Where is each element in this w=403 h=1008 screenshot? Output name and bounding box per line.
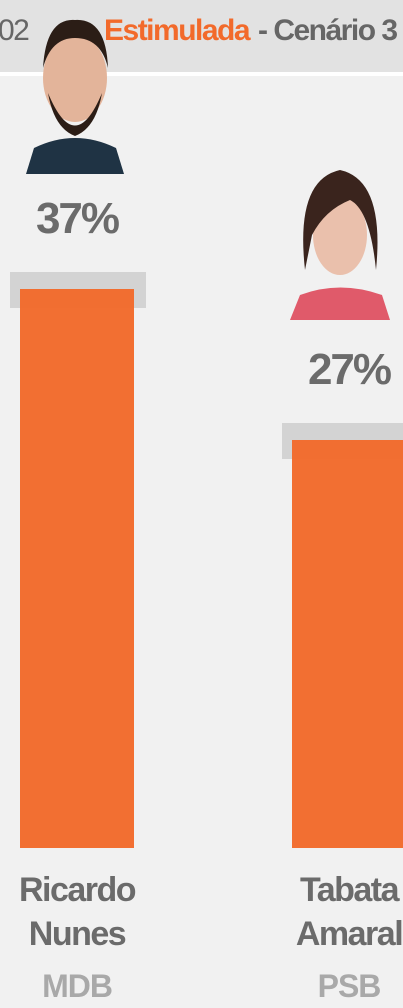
bar xyxy=(292,440,403,848)
category-label: Tabata Amaral xyxy=(295,871,403,953)
header-rest: - Cenário 3 xyxy=(258,14,398,47)
party-label: MDB xyxy=(42,968,113,1004)
party-label: PSB xyxy=(317,968,382,1004)
portrait xyxy=(26,19,124,174)
bar xyxy=(20,289,134,848)
header-prefix: 02 xyxy=(0,14,30,47)
portrait xyxy=(290,170,390,320)
value-label: 27% xyxy=(307,345,392,395)
category-label: Ricardo Nunes xyxy=(18,871,137,953)
header-highlight: Estimulada xyxy=(104,14,251,47)
value-label: 37% xyxy=(35,194,120,244)
